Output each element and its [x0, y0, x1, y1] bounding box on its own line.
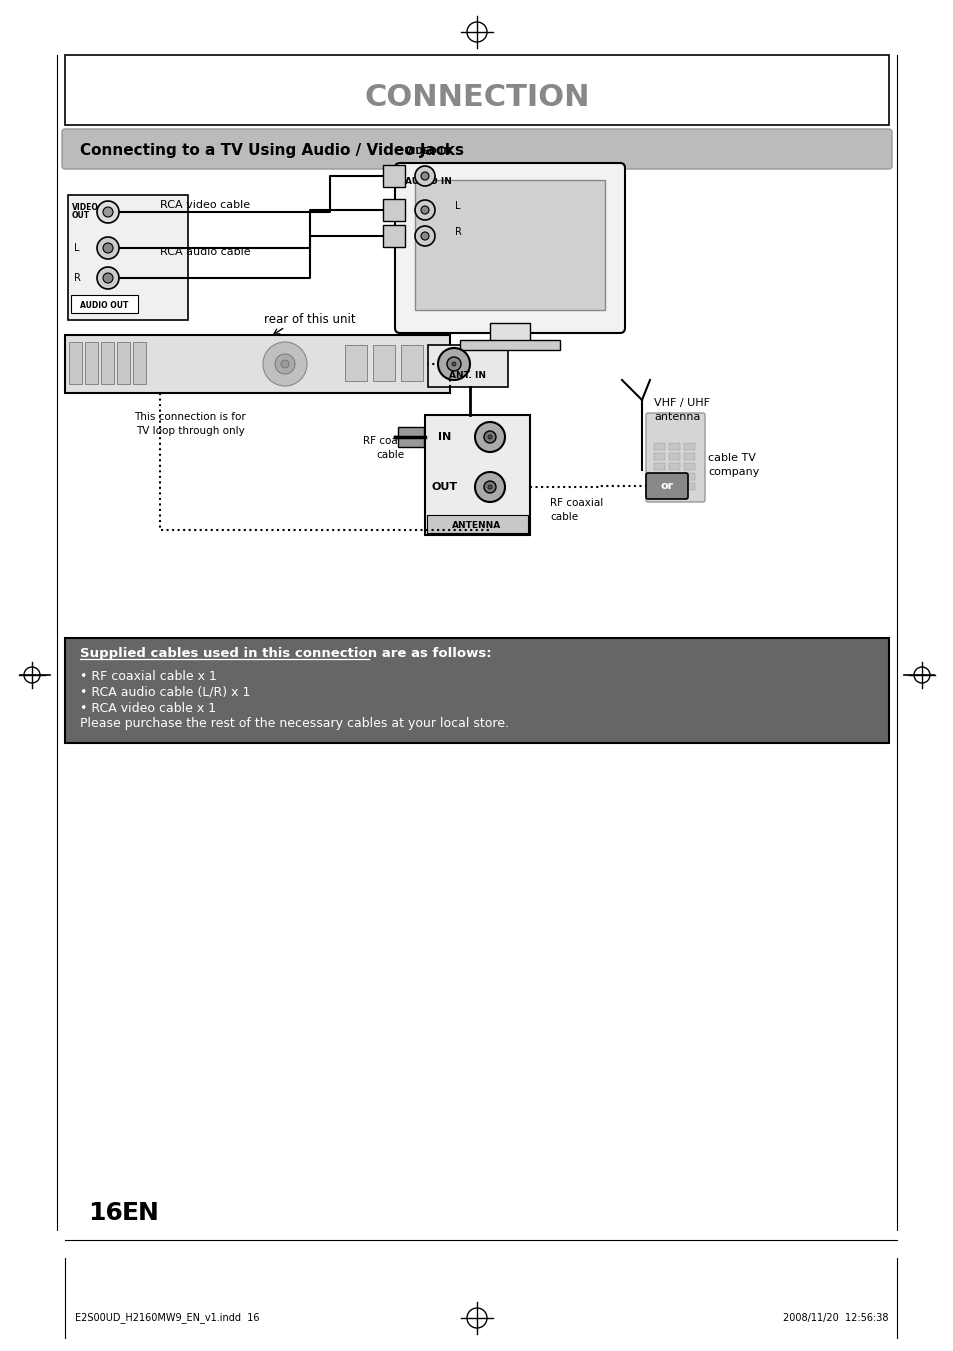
- FancyBboxPatch shape: [683, 463, 695, 470]
- Circle shape: [420, 205, 429, 213]
- FancyBboxPatch shape: [645, 473, 687, 499]
- FancyBboxPatch shape: [668, 453, 679, 459]
- FancyBboxPatch shape: [654, 443, 664, 450]
- FancyBboxPatch shape: [65, 55, 888, 126]
- FancyBboxPatch shape: [668, 473, 679, 480]
- FancyBboxPatch shape: [65, 335, 450, 393]
- Text: or: or: [659, 481, 673, 490]
- Text: AUDIO OUT: AUDIO OUT: [80, 300, 128, 309]
- FancyBboxPatch shape: [668, 484, 679, 490]
- Text: Supplied cables used in this connection are as follows:: Supplied cables used in this connection …: [80, 647, 491, 659]
- FancyBboxPatch shape: [683, 484, 695, 490]
- FancyBboxPatch shape: [490, 323, 530, 340]
- Circle shape: [415, 166, 435, 186]
- Text: VIDEO IN: VIDEO IN: [405, 147, 451, 155]
- Circle shape: [437, 349, 470, 380]
- Circle shape: [488, 435, 492, 439]
- FancyBboxPatch shape: [62, 128, 891, 169]
- FancyBboxPatch shape: [459, 340, 559, 350]
- FancyBboxPatch shape: [645, 413, 704, 503]
- FancyBboxPatch shape: [424, 415, 530, 535]
- Circle shape: [447, 357, 460, 372]
- Circle shape: [452, 362, 456, 366]
- Circle shape: [488, 485, 492, 489]
- Text: RF coaxial
cable: RF coaxial cable: [363, 436, 416, 459]
- Text: VHF / UHF
antenna: VHF / UHF antenna: [654, 399, 709, 422]
- Text: EN: EN: [122, 1201, 160, 1225]
- Text: RCA audio cable: RCA audio cable: [160, 247, 251, 257]
- FancyBboxPatch shape: [668, 463, 679, 470]
- Circle shape: [274, 354, 294, 374]
- FancyBboxPatch shape: [101, 342, 113, 384]
- FancyBboxPatch shape: [85, 342, 98, 384]
- Text: • RCA audio cable (L/R) x 1: • RCA audio cable (L/R) x 1: [80, 685, 250, 698]
- Text: Please purchase the rest of the necessary cables at your local store.: Please purchase the rest of the necessar…: [80, 717, 509, 731]
- FancyBboxPatch shape: [654, 473, 664, 480]
- FancyBboxPatch shape: [382, 165, 405, 186]
- Circle shape: [415, 226, 435, 246]
- Text: cable TV
company: cable TV company: [707, 454, 759, 477]
- Text: R: R: [74, 273, 81, 282]
- FancyBboxPatch shape: [428, 345, 507, 386]
- FancyBboxPatch shape: [654, 484, 664, 490]
- Circle shape: [420, 172, 429, 180]
- Text: R: R: [455, 227, 461, 236]
- Text: This connection is for
TV loop through only: This connection is for TV loop through o…: [134, 412, 246, 436]
- Text: OUT: OUT: [432, 482, 457, 492]
- Circle shape: [103, 273, 112, 282]
- Text: • RF coaxial cable x 1: • RF coaxial cable x 1: [80, 670, 216, 682]
- Text: ANTENNA: ANTENNA: [452, 520, 501, 530]
- Circle shape: [483, 431, 496, 443]
- FancyBboxPatch shape: [683, 443, 695, 450]
- Circle shape: [97, 236, 119, 259]
- FancyBboxPatch shape: [382, 199, 405, 222]
- Text: IN: IN: [438, 432, 451, 442]
- FancyBboxPatch shape: [654, 463, 664, 470]
- FancyBboxPatch shape: [397, 427, 423, 447]
- Text: 2008/11/20  12:56:38: 2008/11/20 12:56:38: [782, 1313, 888, 1323]
- FancyBboxPatch shape: [132, 342, 146, 384]
- FancyBboxPatch shape: [117, 342, 130, 384]
- Circle shape: [475, 471, 504, 503]
- Circle shape: [475, 422, 504, 453]
- Circle shape: [97, 201, 119, 223]
- Text: Connecting to a TV Using Audio / Video Jacks: Connecting to a TV Using Audio / Video J…: [80, 143, 463, 158]
- Text: RF coaxial
cable: RF coaxial cable: [550, 499, 602, 521]
- FancyBboxPatch shape: [382, 226, 405, 247]
- FancyBboxPatch shape: [69, 342, 82, 384]
- FancyBboxPatch shape: [427, 515, 527, 534]
- Circle shape: [415, 200, 435, 220]
- Text: OUT: OUT: [71, 211, 90, 219]
- Text: RCA video cable: RCA video cable: [160, 200, 250, 209]
- Text: ANT. IN: ANT. IN: [449, 370, 486, 380]
- Circle shape: [420, 232, 429, 240]
- FancyBboxPatch shape: [373, 345, 395, 381]
- Circle shape: [103, 207, 112, 218]
- FancyBboxPatch shape: [654, 453, 664, 459]
- Text: VIDEO: VIDEO: [71, 203, 99, 212]
- FancyBboxPatch shape: [683, 453, 695, 459]
- Text: AUDIO IN: AUDIO IN: [405, 177, 452, 186]
- Text: L: L: [455, 201, 460, 211]
- FancyBboxPatch shape: [71, 295, 138, 313]
- FancyBboxPatch shape: [668, 443, 679, 450]
- Text: L: L: [74, 243, 79, 253]
- Text: E2S00UD_H2160MW9_EN_v1.indd  16: E2S00UD_H2160MW9_EN_v1.indd 16: [75, 1313, 259, 1324]
- Circle shape: [281, 359, 289, 367]
- FancyBboxPatch shape: [415, 180, 604, 309]
- Circle shape: [103, 243, 112, 253]
- FancyBboxPatch shape: [683, 473, 695, 480]
- FancyBboxPatch shape: [68, 195, 188, 320]
- FancyBboxPatch shape: [65, 638, 888, 743]
- FancyBboxPatch shape: [400, 345, 422, 381]
- Text: rear of this unit: rear of this unit: [264, 313, 355, 326]
- FancyBboxPatch shape: [395, 163, 624, 332]
- FancyBboxPatch shape: [345, 345, 367, 381]
- Circle shape: [97, 267, 119, 289]
- Circle shape: [483, 481, 496, 493]
- Text: 16: 16: [88, 1201, 123, 1225]
- Circle shape: [263, 342, 307, 386]
- Text: • RCA video cable x 1: • RCA video cable x 1: [80, 701, 216, 715]
- Text: CONNECTION: CONNECTION: [364, 84, 589, 112]
